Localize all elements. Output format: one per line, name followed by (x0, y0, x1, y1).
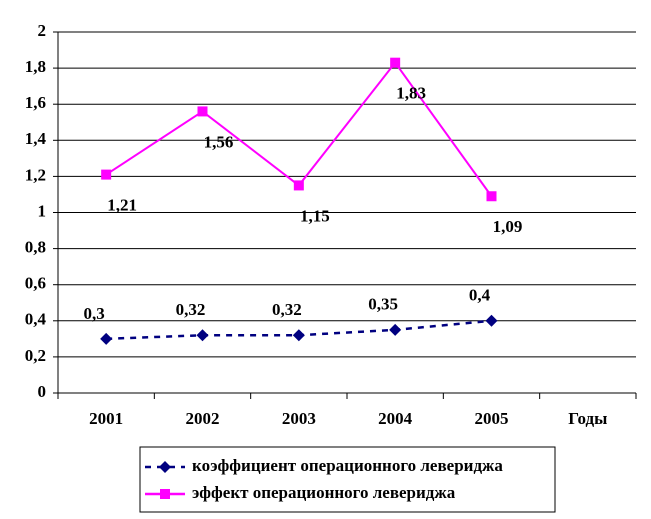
point (197, 106, 208, 117)
y-tick-label: 2 (38, 21, 47, 40)
y-tick-label: 0,8 (25, 238, 46, 257)
x-tick-label: 2004 (378, 409, 413, 428)
point (389, 323, 402, 336)
data-label: 1,15 (300, 206, 330, 225)
point (100, 332, 113, 345)
y-tick-label: 0,4 (25, 310, 47, 329)
x-tick-label: 2001 (89, 409, 123, 428)
point (292, 329, 305, 342)
point (159, 461, 171, 473)
data-label: 0,3 (84, 304, 105, 323)
point (486, 191, 497, 202)
y-tick-label: 1 (38, 201, 47, 220)
data-label: 0,35 (368, 295, 398, 314)
y-tick-label: 0 (38, 382, 47, 401)
point (196, 329, 209, 342)
x-tick-label: 2002 (186, 409, 220, 428)
data-label: 1,83 (396, 84, 426, 103)
point (293, 180, 304, 191)
y-tick-label: 0,2 (25, 346, 46, 365)
x-tick-label: 2005 (475, 409, 509, 428)
y-tick-label: 1,8 (25, 57, 46, 76)
legend-label: коэффициент операционного левериджа (192, 456, 503, 475)
data-label: 0,32 (176, 300, 206, 319)
data-label: 1,09 (493, 217, 523, 236)
legend-label: эффект операционного левериджа (192, 483, 456, 502)
y-tick-label: 1,4 (25, 129, 47, 148)
data-label: 1,21 (107, 196, 137, 215)
data-label: 0,32 (272, 300, 302, 319)
data-label: 1,56 (204, 132, 234, 151)
point (101, 169, 112, 180)
legend-box (139, 446, 556, 513)
point (390, 57, 401, 68)
data-label: 0,4 (469, 286, 491, 305)
y-tick-label: 1,6 (25, 93, 46, 112)
x-tick-label: 2003 (282, 409, 316, 428)
point (160, 489, 170, 499)
y-tick-label: 0,6 (25, 274, 46, 293)
x-axis-label: Годы (568, 409, 607, 428)
point (485, 314, 498, 327)
y-tick-label: 1,2 (25, 165, 46, 184)
